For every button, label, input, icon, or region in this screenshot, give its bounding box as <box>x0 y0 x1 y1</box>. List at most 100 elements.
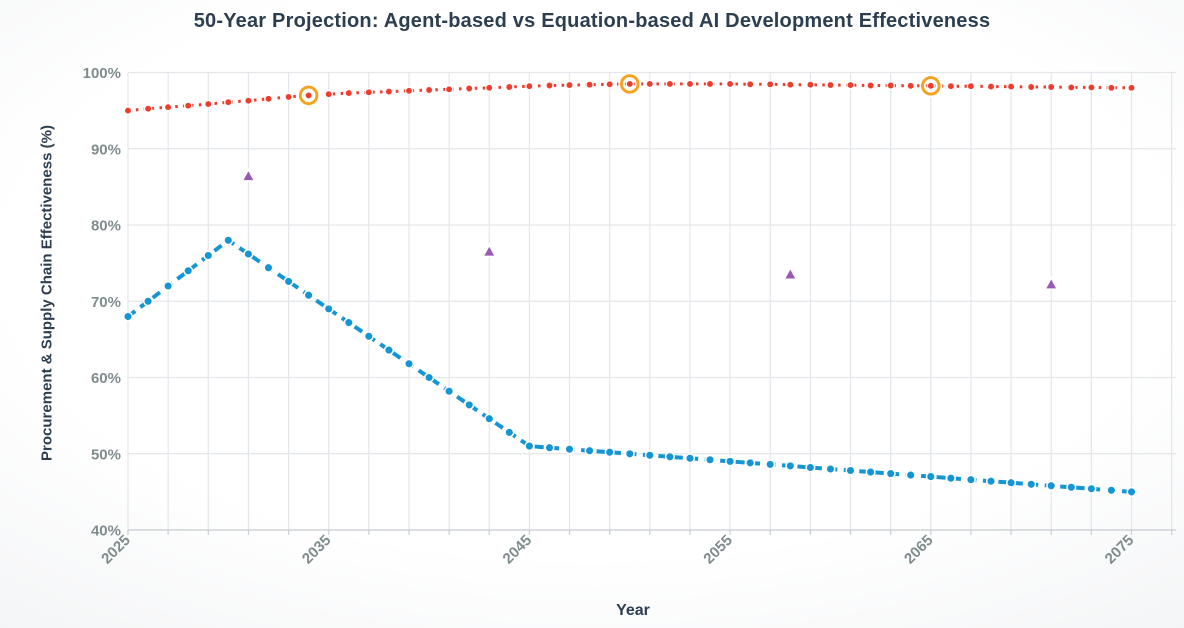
equation-based-series-marker <box>243 248 254 260</box>
agent-based-series-marker <box>123 106 133 115</box>
agent-based-series-marker <box>745 80 755 89</box>
equation-based-series-marker <box>283 276 294 287</box>
agent-based-series-marker <box>264 94 273 104</box>
equation-based-series-marker <box>303 290 314 301</box>
equation-based-series-marker <box>845 465 856 476</box>
x-tick-label: 2045 <box>500 532 536 568</box>
agent-based-series-marker <box>926 81 936 91</box>
agent-based-series-marker <box>665 79 675 89</box>
agent-based-series-marker <box>204 99 213 109</box>
equation-based-series-marker <box>223 235 234 246</box>
ring-highlights <box>297 72 943 107</box>
y-tick-label: 60% <box>91 370 121 387</box>
equation-based-series-marker <box>684 453 696 464</box>
triangle-marker <box>1043 275 1060 291</box>
agent-based-series-marker <box>786 80 795 89</box>
x-tick-label: 2055 <box>700 532 736 568</box>
agent-based-series-marker <box>505 82 514 92</box>
agent-based-series-marker <box>886 81 895 90</box>
agent-based-series-marker <box>324 89 333 99</box>
agent-based-series-marker <box>625 79 635 89</box>
chart-title: 50-Year Projection: Agent-based vs Equat… <box>193 10 991 32</box>
equation-based-series-marker <box>484 413 495 424</box>
y-tick-label: 100% <box>83 65 121 82</box>
y-tick-label: 90% <box>91 141 121 158</box>
equation-based-series-marker <box>163 280 174 292</box>
agent-based-series-marker <box>1026 82 1036 92</box>
equation-based-series-marker <box>183 265 194 276</box>
equation-based-series-marker <box>765 459 776 470</box>
equation-based-series <box>122 235 1137 497</box>
equation-based-series-marker <box>122 311 134 322</box>
agent-based-series-marker <box>1006 82 1016 91</box>
equation-based-series-marker <box>805 462 816 473</box>
agent-based-series-marker <box>565 80 574 90</box>
agent-based-series-line <box>127 82 1132 113</box>
y-tick-label: 80% <box>91 218 121 235</box>
triangle-marker <box>240 167 257 182</box>
equation-based-series-marker <box>504 427 515 438</box>
equation-based-series-marker <box>965 474 976 485</box>
equation-based-series-marker <box>564 444 575 455</box>
agent-based-series-marker <box>605 80 614 89</box>
agent-based-series-marker <box>545 81 554 90</box>
equation-based-series-marker <box>925 471 936 482</box>
x-tick-label: 2075 <box>1102 532 1138 568</box>
agent-based-series-marker <box>1067 83 1076 92</box>
equation-based-series-marker <box>725 456 736 467</box>
equation-based-series-marker <box>1006 477 1017 488</box>
equation-based-series-marker <box>343 317 354 328</box>
agent-based-series-marker <box>485 83 494 93</box>
equation-based-series-marker <box>1046 480 1057 491</box>
equation-based-series-marker <box>323 303 334 314</box>
equation-based-series-marker <box>785 460 796 471</box>
equation-based-series-marker <box>985 476 997 487</box>
agent-based-series-marker <box>645 79 655 89</box>
agent-based-series-marker <box>986 82 996 91</box>
equation-based-series-marker <box>143 296 154 307</box>
equation-based-series-marker <box>1026 479 1037 490</box>
equation-based-series-marker <box>544 442 555 453</box>
equation-based-series-marker <box>263 262 274 273</box>
agent-based-series-marker <box>685 79 695 89</box>
agent-based-series-marker <box>424 85 434 95</box>
equation-based-series-marker <box>865 467 876 478</box>
equation-based-series-marker <box>1086 483 1097 494</box>
agent-based-series-marker <box>224 97 233 107</box>
equation-based-series-marker <box>905 470 916 481</box>
x-axis-title: Year <box>616 602 650 619</box>
equation-based-series-marker <box>825 463 836 475</box>
agent-based-series-marker <box>404 86 414 96</box>
agent-based-series-marker <box>725 79 735 89</box>
x-tick-label: 2065 <box>901 532 937 568</box>
equation-based-series-marker <box>1126 486 1137 497</box>
x-tick-label: 2035 <box>299 532 335 568</box>
y-tick-label: 40% <box>91 523 121 540</box>
agent-based-series-marker <box>464 84 474 93</box>
agent-based-series-marker <box>946 81 956 91</box>
equation-based-series-marker <box>704 454 716 465</box>
equation-based-series-marker <box>584 445 595 456</box>
agent-based-series-marker <box>765 80 775 89</box>
agent-based-series-marker <box>705 79 715 89</box>
triangle-marker <box>481 243 498 258</box>
ring-highlight <box>298 85 319 106</box>
equation-based-series-marker <box>885 468 896 479</box>
agent-based-series-marker <box>143 104 153 113</box>
triangle-markers <box>240 167 1060 291</box>
equation-based-series-marker <box>363 331 374 342</box>
agent-based-series-marker <box>846 80 855 90</box>
agent-based-series-marker <box>1087 83 1096 92</box>
agent-based-series-marker <box>866 81 875 90</box>
equation-based-series-marker <box>624 448 635 459</box>
equation-based-series-marker <box>524 441 535 452</box>
y-tick-label: 70% <box>91 294 121 311</box>
agent-based-series-marker <box>966 81 976 91</box>
triangle-marker <box>782 265 799 281</box>
agent-based-series-marker <box>183 101 193 110</box>
agent-based-series-marker <box>525 81 534 91</box>
agent-based-series-marker <box>163 102 173 112</box>
agent-based-series-marker <box>344 88 354 98</box>
